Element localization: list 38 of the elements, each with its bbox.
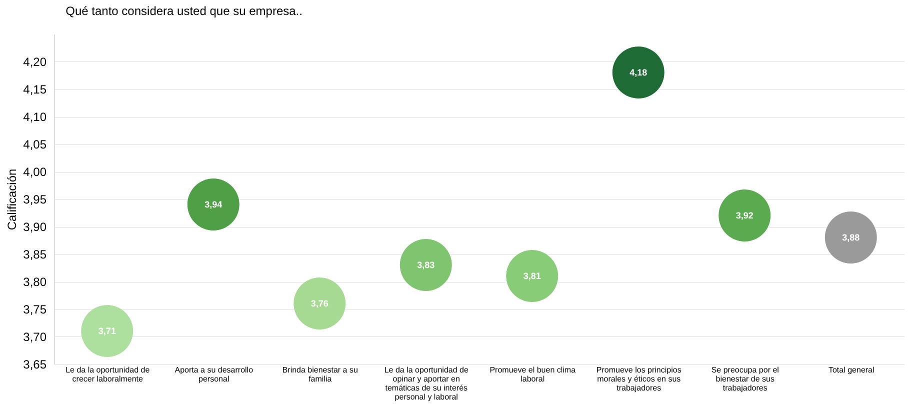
point: [187, 178, 240, 230]
y-axis-title: Calificación: [5, 168, 20, 230]
y-tick-label: 3,75: [23, 302, 47, 316]
x-tick-label: Se preocupa por el bienestar de sus trabajadores: [711, 366, 780, 392]
x-tick-label: Promueve los principios morales y éticos en sus trabajadores: [596, 366, 682, 392]
y-tick-label: 4,10: [23, 110, 47, 124]
data-label: 3,76: [310, 298, 328, 308]
data-label: 3,92: [736, 210, 754, 220]
y-tick-label: 3,95: [23, 192, 47, 206]
data-label: 3,83: [417, 260, 435, 270]
x-tick-label: Aporta a su desarrollo personal: [174, 366, 254, 384]
point: [81, 305, 134, 357]
y-tick-label: 4,00: [23, 165, 47, 179]
chart-title: Qué tanto considera usted que su empresa..: [66, 4, 302, 18]
x-tick-label: Le da la oportunidad de crecer laboralmente: [66, 366, 150, 384]
point: [718, 190, 771, 242]
data-label: 4,18: [630, 68, 648, 78]
point: [612, 46, 664, 98]
point: [400, 239, 452, 291]
x-tick-label: Promueve el buen clima laboral: [490, 366, 576, 384]
y-tick-label: 4,20: [23, 55, 47, 69]
point: [294, 278, 346, 330]
x-tick-label: Total general: [828, 366, 874, 374]
y-tick-label: 4,15: [23, 82, 47, 96]
y-tick-label: 3,85: [23, 248, 47, 262]
x-tick-label: Brinda bienestar a su familia: [282, 366, 358, 384]
data-label: 3,81: [523, 271, 541, 281]
y-tick-label: 3,80: [23, 275, 47, 289]
point: [824, 212, 877, 264]
y-tick-label: 3,90: [23, 220, 47, 234]
y-tick-label: 3,70: [23, 330, 47, 344]
data-label: 3,71: [98, 326, 116, 336]
x-tick-label: Le da la oportunidad de opinar y aportar en temáticas de su interés personal y laboral: [384, 366, 469, 402]
data-label: 3,94: [204, 200, 222, 210]
y-tick-label: 3,65: [23, 358, 47, 372]
y-tick-label: 4,05: [23, 138, 47, 152]
point: [506, 250, 558, 302]
data-label: 3,88: [842, 232, 860, 242]
